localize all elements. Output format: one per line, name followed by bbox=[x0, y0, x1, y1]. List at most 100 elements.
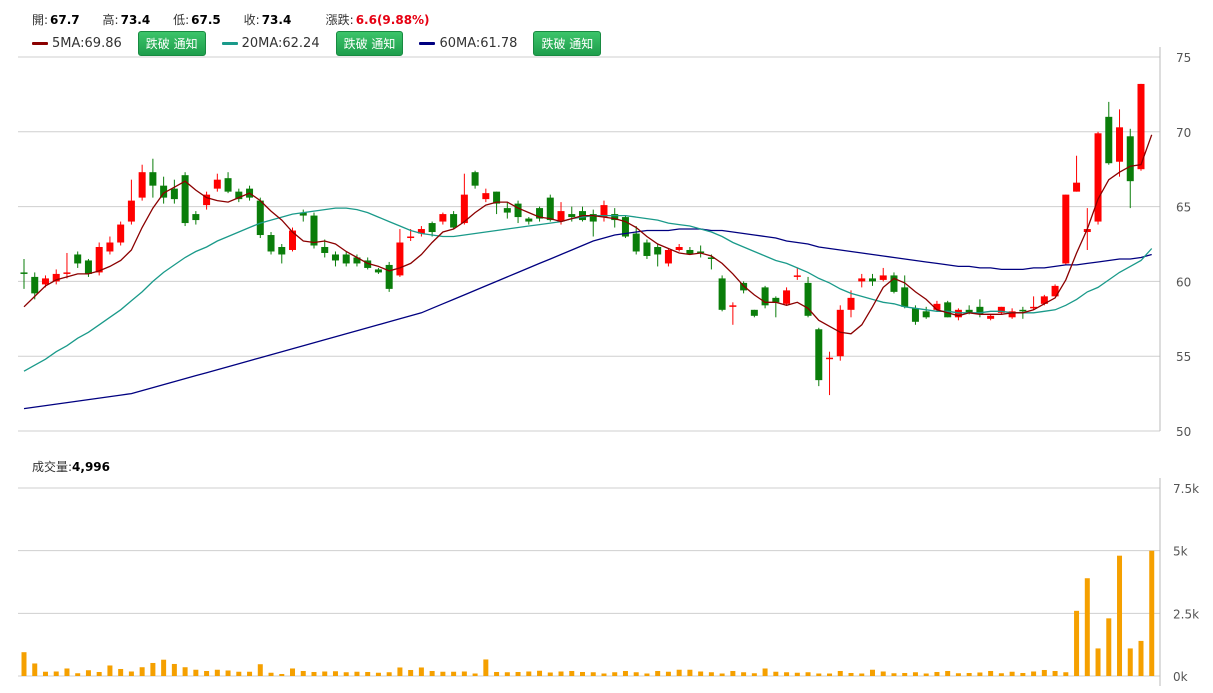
volume-bar bbox=[21, 652, 27, 676]
volume-bar bbox=[118, 668, 124, 676]
ma20-swatch bbox=[221, 42, 238, 45]
candle bbox=[718, 275, 726, 312]
candle bbox=[74, 251, 82, 268]
change-label: 漲跌: bbox=[325, 13, 354, 27]
candle bbox=[493, 191, 501, 215]
candle bbox=[235, 188, 243, 203]
candle bbox=[686, 246, 694, 255]
ma60-label: 60MA:61.78 bbox=[439, 36, 518, 51]
candle bbox=[987, 314, 995, 321]
candle bbox=[342, 251, 350, 267]
volume-bar bbox=[1020, 672, 1026, 676]
volume-bar bbox=[193, 669, 199, 676]
volume-bar bbox=[504, 672, 510, 676]
candle bbox=[632, 226, 640, 255]
volume-bar bbox=[977, 672, 983, 676]
volume-bar bbox=[880, 671, 886, 676]
candle bbox=[63, 252, 71, 279]
volume-bar bbox=[225, 670, 231, 676]
candle bbox=[815, 327, 823, 387]
candle bbox=[331, 251, 339, 267]
ma60-swatch bbox=[419, 42, 436, 45]
price-tick-label: 60 bbox=[1176, 275, 1191, 289]
candle bbox=[52, 269, 60, 285]
volume-bar bbox=[1074, 610, 1080, 676]
candle bbox=[664, 248, 672, 267]
volume-bar bbox=[1031, 671, 1037, 676]
change-value: 6.6(9.88%) bbox=[355, 13, 430, 27]
volume-bar bbox=[644, 673, 650, 676]
volume-tick-label: 0k bbox=[1173, 670, 1188, 684]
candle bbox=[707, 254, 715, 270]
price-tick-label: 50 bbox=[1176, 425, 1191, 439]
ma20-line bbox=[23, 207, 1153, 372]
ma20-alert-button[interactable]: 跌破 通知 bbox=[335, 31, 404, 56]
volume-tick-label: 2.5k bbox=[1173, 607, 1199, 621]
volume-bar bbox=[171, 663, 177, 676]
candle bbox=[826, 351, 834, 396]
volume-bar bbox=[537, 670, 543, 676]
volume-bar bbox=[150, 662, 156, 676]
volume-bar bbox=[676, 669, 682, 676]
candle bbox=[729, 302, 737, 325]
candle bbox=[621, 215, 629, 239]
ma5-alert-button[interactable]: 跌破 通知 bbox=[137, 31, 206, 56]
volume-bar bbox=[1063, 672, 1069, 676]
candle bbox=[127, 179, 135, 225]
volume-tick-label: 7.5k bbox=[1173, 482, 1199, 496]
candle bbox=[396, 229, 404, 277]
candle bbox=[385, 261, 393, 292]
volume-bar bbox=[687, 669, 693, 676]
volume-bar bbox=[85, 670, 91, 676]
volume-bar bbox=[762, 668, 768, 676]
volume-bar bbox=[934, 671, 940, 676]
candle bbox=[460, 173, 468, 225]
candle bbox=[482, 188, 490, 203]
candle bbox=[181, 172, 189, 227]
volume-bar bbox=[408, 669, 414, 676]
candle bbox=[417, 226, 425, 237]
ohlc-summary: 開: 67.7 高: 73.4 低: 67.5 收: 73.4 漲跌: 6.6(9.88%… bbox=[32, 11, 432, 28]
candle bbox=[579, 206, 586, 222]
candle bbox=[643, 239, 651, 259]
volume-bar bbox=[741, 672, 747, 676]
candle bbox=[256, 197, 264, 239]
candle bbox=[106, 236, 114, 255]
candle bbox=[450, 211, 458, 230]
volume-bar bbox=[75, 673, 81, 676]
volume-bar bbox=[1095, 648, 1101, 676]
candle bbox=[203, 191, 211, 210]
candle bbox=[546, 194, 554, 222]
ma60-alert-button[interactable]: 跌破 通知 bbox=[533, 31, 602, 56]
candle bbox=[804, 276, 812, 318]
volume-bar bbox=[912, 672, 918, 676]
candle bbox=[954, 308, 962, 321]
candle bbox=[858, 273, 866, 288]
ma20-label: 20MA:62.24 bbox=[241, 36, 320, 51]
volume-bar bbox=[601, 673, 607, 676]
volume-bar bbox=[64, 668, 70, 676]
price-tick-label: 55 bbox=[1176, 350, 1191, 364]
volume-bar bbox=[139, 667, 145, 676]
volume-tick-label: 5k bbox=[1173, 545, 1188, 559]
volume-bar bbox=[472, 673, 478, 676]
volume-bar bbox=[655, 670, 661, 676]
volume-bar bbox=[547, 672, 553, 676]
volume-bar bbox=[386, 672, 392, 676]
candle bbox=[31, 272, 39, 300]
volume-bar bbox=[204, 670, 210, 676]
candle bbox=[761, 285, 769, 309]
candle bbox=[868, 273, 876, 286]
ma5-legend: 5MA:69.86 跌破 通知 bbox=[32, 31, 222, 56]
volume-bar bbox=[816, 673, 822, 676]
volume-bar bbox=[848, 672, 854, 676]
moving-averages bbox=[23, 134, 1153, 410]
volume-bar bbox=[923, 673, 929, 676]
candle bbox=[428, 221, 436, 237]
volume-bar bbox=[805, 672, 811, 676]
volume-bar bbox=[730, 670, 736, 676]
candle bbox=[901, 275, 909, 309]
volume-bar bbox=[827, 673, 833, 676]
low-label: 低: bbox=[173, 13, 190, 27]
